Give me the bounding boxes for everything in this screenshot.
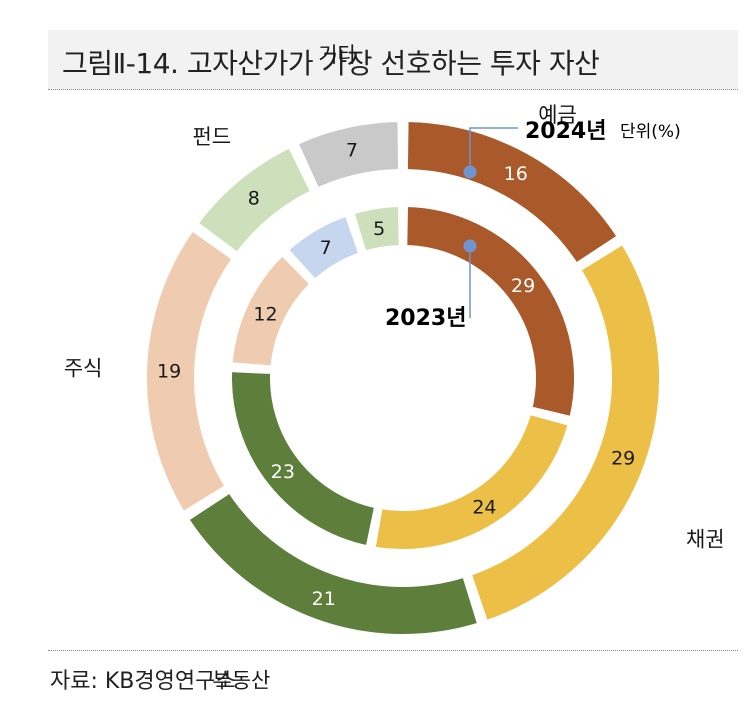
callout-line-2024: [469, 127, 518, 172]
category-label-stock: 주식: [64, 357, 103, 381]
outer-value-label-stock: 19: [157, 361, 181, 383]
inner-slice-stock: [228, 251, 315, 370]
title-bar: 그림Ⅱ-14. 고자산가가 가장 선호하는 투자 자산: [48, 30, 738, 90]
inner-value-label-stock: 12: [253, 303, 277, 325]
outer-ring-2024: 16 29 21 19 8 7: [143, 117, 663, 638]
category-label-deposit: 예금: [538, 103, 577, 127]
inner-slice-fund: [283, 211, 363, 284]
series-callouts: 2024년 단위(%) 2023년: [385, 119, 681, 331]
callout-marker-2024: [463, 165, 477, 179]
page-title: 그림Ⅱ-14. 고자산가가 가장 선호하는 투자 자산: [62, 47, 600, 80]
inner-value-label-fund: 7: [320, 237, 332, 259]
category-label-real-estate: 부동산: [212, 668, 270, 692]
series-label-2024: 2024년: [525, 119, 606, 144]
inner-value-label-bond: 24: [472, 496, 496, 518]
source-note: 자료: KB경영연구소: [50, 669, 236, 694]
outer-value-label-other: 7: [346, 140, 358, 162]
category-label-other: 기타: [318, 43, 357, 67]
inner-value-label-other: 5: [373, 218, 385, 240]
series-label-2023: 2023년: [385, 306, 466, 331]
inner-slice-bond: [371, 410, 573, 553]
outer-slice-fund: [193, 143, 315, 257]
outer-slice-real-estate: [184, 488, 482, 638]
outer-value-label-deposit: 16: [504, 163, 528, 185]
inner-value-label-deposit: 29: [511, 275, 535, 297]
outer-slice-deposit: [403, 117, 622, 268]
inner-slice-deposit: [403, 202, 578, 421]
inner-slice-real-estate: [228, 368, 379, 550]
outer-slice-other: [293, 117, 403, 193]
inner-ring-2023: 29 24 23 12 7 5: [228, 202, 578, 553]
outer-value-label-bond: 29: [611, 447, 635, 469]
inner-value-label-real-estate: 23: [271, 461, 295, 483]
outer-slice-stock: [143, 226, 237, 516]
unit-label: 단위(%): [620, 122, 681, 142]
category-label-bond: 채권: [686, 528, 725, 552]
outer-slice-bond: [467, 240, 663, 625]
outer-value-label-real-estate: 21: [312, 588, 336, 610]
inner-slice-other: [349, 202, 403, 256]
category-label-fund: 펀드: [192, 125, 231, 149]
callout-marker-2023: [463, 239, 477, 253]
footer-rule: [48, 650, 738, 651]
outer-value-label-fund: 8: [248, 188, 260, 210]
